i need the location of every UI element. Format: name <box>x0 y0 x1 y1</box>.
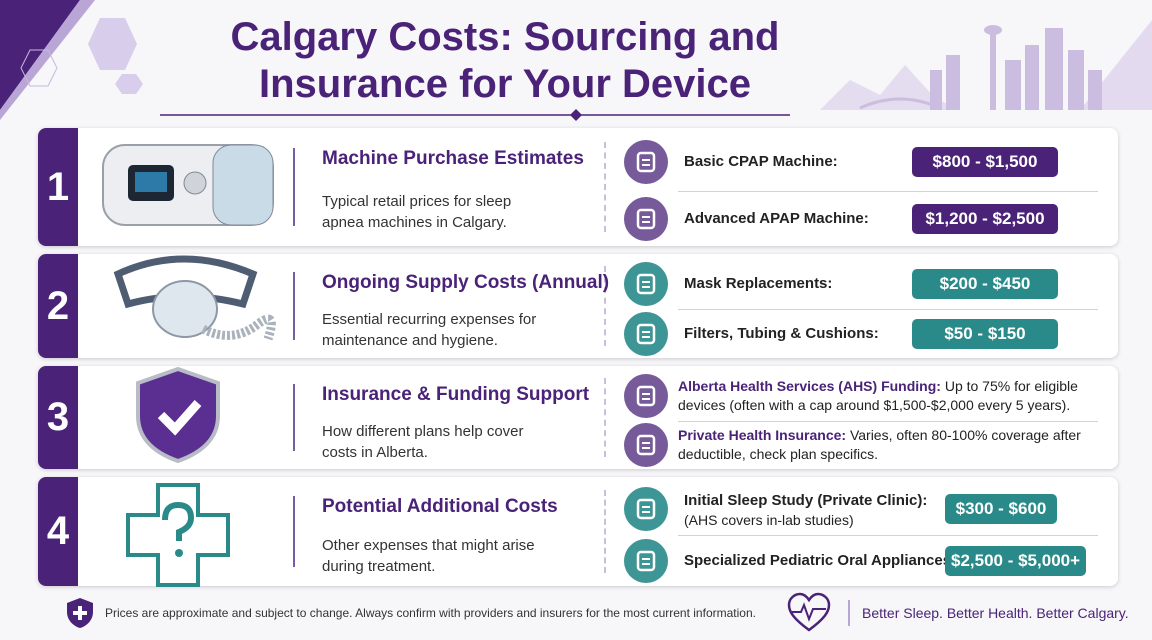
section-title: Machine Purchase Estimates <box>322 148 584 170</box>
price-pill: $50 - $150 <box>912 319 1058 350</box>
section-number: 2 <box>38 254 78 358</box>
item-label: Specialized Pediatric Oral Appliances: <box>684 551 957 569</box>
dashed-divider <box>604 266 606 346</box>
section-card: 1 Machine Purchase Estimates Typical retai… <box>38 128 1118 246</box>
item-label: Advanced APAP Machine: <box>684 209 869 227</box>
item-label: Mask Replacements: <box>684 275 833 293</box>
section-description: Other expenses that might arise during t… <box>322 536 535 575</box>
icon-glyph <box>636 385 656 407</box>
footer-icon <box>67 598 93 628</box>
price-pill: $300 - $600 <box>945 493 1057 524</box>
section-title: Insurance & Funding Support <box>322 383 590 405</box>
divider <box>293 383 295 452</box>
section-number: 4 <box>38 477 78 586</box>
separator <box>678 309 1098 311</box>
item-icon <box>624 486 668 531</box>
section-image <box>136 366 220 463</box>
price-pill: $200 - $450 <box>912 269 1058 300</box>
section-image <box>126 482 230 587</box>
price-pill: $800 - $1,500 <box>912 147 1058 178</box>
icon-glyph <box>636 435 656 456</box>
section-number: 3 <box>38 366 78 469</box>
section-description: How different plans help cover costs in … <box>322 422 524 461</box>
item-label: Alberta Health Services (AHS) Funding: <box>678 377 941 394</box>
divider <box>293 495 295 568</box>
icon-glyph <box>636 208 656 230</box>
item-text: Alberta Health Services (AHS) Funding: U… <box>678 377 1098 415</box>
icon-glyph <box>636 550 656 572</box>
item-label: Private Health Insurance: <box>678 427 847 444</box>
section-image <box>113 255 276 341</box>
item-icon <box>624 262 668 307</box>
price-pill: $2,500 - $5,000+ <box>945 545 1087 576</box>
icon-glyph <box>636 273 656 295</box>
section-title: Ongoing Supply Costs (Annual) <box>322 271 610 293</box>
section-card: 3 Insurance & Funding Support How differen… <box>38 366 1118 469</box>
item-label: Filters, Tubing & Cushions: <box>684 325 879 343</box>
icon-glyph <box>636 323 656 345</box>
title: Calgary Costs: Sourcing and Insurance fo… <box>230 15 780 106</box>
item-label: Basic CPAP Machine: <box>684 153 838 171</box>
divider <box>293 148 295 226</box>
dashed-divider <box>604 378 606 457</box>
section-title: Potential Additional Costs <box>322 495 558 517</box>
item-label: Initial Sleep Study (Private Clinic): <box>684 491 928 509</box>
section-description: Typical retail prices for sleep apnea ma… <box>322 192 512 231</box>
section-number: 1 <box>38 128 78 246</box>
footer-divider <box>848 600 850 626</box>
item-icon <box>624 373 668 418</box>
section-description: Essential recurring expenses for mainten… <box>322 311 537 350</box>
decoration <box>0 0 1152 121</box>
item-icon <box>624 538 668 583</box>
item-icon <box>624 312 668 357</box>
price-pill: $1,200 - $2,500 <box>912 203 1058 234</box>
divider <box>293 271 295 341</box>
item-icon <box>624 423 668 468</box>
icon-glyph <box>636 151 656 173</box>
item-note: (AHS covers in-lab studies) <box>684 511 854 528</box>
dashed-divider <box>604 142 606 232</box>
dashed-divider <box>604 490 606 573</box>
heart-icon <box>787 592 831 632</box>
section-image <box>102 144 274 226</box>
separator <box>678 190 1098 192</box>
disclaimer: Prices are approximate and subject to ch… <box>105 606 756 620</box>
tagline: Better Sleep. Better Health. Better Calg… <box>862 605 1129 621</box>
item-text: Private Health Insurance: Varies, often … <box>678 426 1098 464</box>
item-detail: Up to 75% for eligible devices (often wi… <box>678 377 1078 413</box>
separator <box>678 534 1098 536</box>
item-icon <box>624 140 668 185</box>
item-detail: Varies, often 80-100% coverage after ded… <box>678 427 1081 463</box>
item-icon <box>624 196 668 241</box>
icon-glyph <box>636 498 656 519</box>
section-card: 2 Ongoing Supply Costs (Annual) Essential … <box>38 254 1118 358</box>
section-card: 4 Potential Additional Costs Other expense… <box>38 477 1118 587</box>
separator <box>678 420 1098 422</box>
